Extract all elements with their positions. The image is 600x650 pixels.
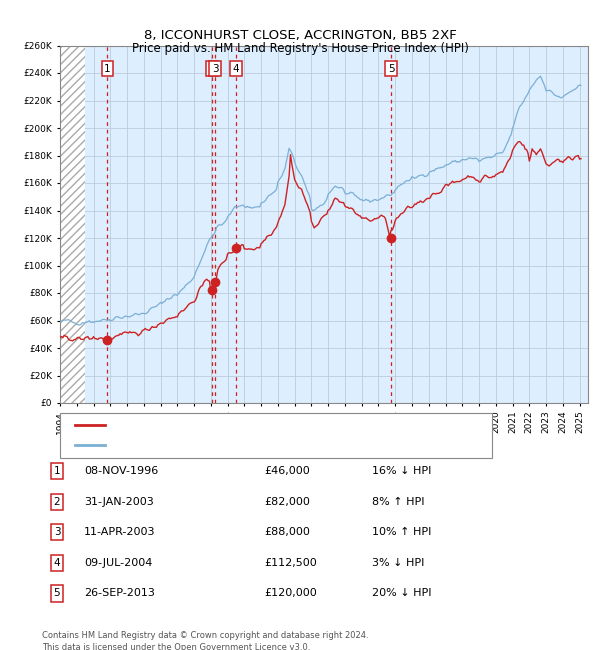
Text: 3: 3 (212, 64, 218, 73)
Text: 3% ↓ HPI: 3% ↓ HPI (372, 558, 424, 568)
Text: 5: 5 (53, 588, 61, 599)
Text: 1: 1 (53, 466, 61, 476)
Text: 2: 2 (53, 497, 61, 507)
Text: HPI: Average price, detached house, Hyndburn: HPI: Average price, detached house, Hynd… (109, 439, 338, 450)
Text: 8, ICCONHURST CLOSE, ACCRINGTON, BB5 2XF (detached house): 8, ICCONHURST CLOSE, ACCRINGTON, BB5 2XF… (109, 421, 430, 430)
Text: This data is licensed under the Open Government Licence v3.0.: This data is licensed under the Open Gov… (42, 644, 310, 650)
Text: 31-JAN-2003: 31-JAN-2003 (84, 497, 154, 507)
Text: 4: 4 (53, 558, 61, 568)
Text: 09-JUL-2004: 09-JUL-2004 (84, 558, 152, 568)
Text: £46,000: £46,000 (264, 466, 310, 476)
Text: 4: 4 (233, 64, 239, 73)
Text: 8, ICCONHURST CLOSE, ACCRINGTON, BB5 2XF: 8, ICCONHURST CLOSE, ACCRINGTON, BB5 2XF (143, 29, 457, 42)
Text: Contains HM Land Registry data © Crown copyright and database right 2024.: Contains HM Land Registry data © Crown c… (42, 630, 368, 640)
Text: 1: 1 (104, 64, 111, 73)
Text: £88,000: £88,000 (264, 527, 310, 538)
Text: 5: 5 (388, 64, 394, 73)
Text: £82,000: £82,000 (264, 497, 310, 507)
Text: £112,500: £112,500 (264, 558, 317, 568)
Text: 10% ↑ HPI: 10% ↑ HPI (372, 527, 431, 538)
Text: 8% ↑ HPI: 8% ↑ HPI (372, 497, 425, 507)
Text: 26-SEP-2013: 26-SEP-2013 (84, 588, 155, 599)
Text: Price paid vs. HM Land Registry's House Price Index (HPI): Price paid vs. HM Land Registry's House … (131, 42, 469, 55)
Text: 11-APR-2003: 11-APR-2003 (84, 527, 155, 538)
Text: 3: 3 (53, 527, 61, 538)
Text: 2: 2 (209, 64, 215, 73)
Text: 08-NOV-1996: 08-NOV-1996 (84, 466, 158, 476)
Text: 16% ↓ HPI: 16% ↓ HPI (372, 466, 431, 476)
Text: £120,000: £120,000 (264, 588, 317, 599)
Text: 20% ↓ HPI: 20% ↓ HPI (372, 588, 431, 599)
